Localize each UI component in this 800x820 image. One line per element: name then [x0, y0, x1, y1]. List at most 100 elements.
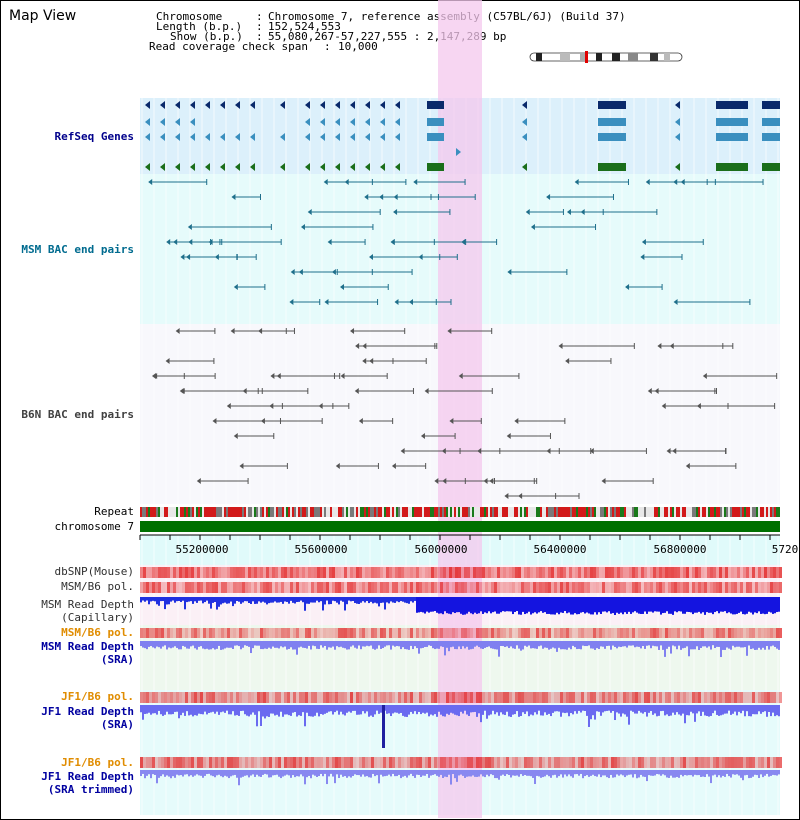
pol-heat-cell: [302, 757, 305, 768]
depth-bar: [770, 705, 772, 717]
pol-heat-cell: [518, 757, 521, 768]
track-label-jf1-depth-trimmed: JF1 Read Depth: [41, 770, 134, 783]
pol-heat-cell: [458, 692, 461, 703]
pol-heat-cell: [683, 628, 686, 638]
pol-heat-cell: [380, 567, 383, 578]
pol-heat-cell: [755, 628, 758, 638]
depth-bar: [466, 705, 468, 715]
pol-heat-cell: [311, 757, 314, 768]
repeat-mark: [616, 507, 618, 517]
depth-bar: [176, 597, 178, 602]
repeat-mark: [320, 507, 322, 517]
pol-heat-cell: [374, 628, 377, 638]
depth-bar: [654, 705, 656, 714]
pol-heat-cell: [509, 582, 512, 593]
pol-heat-cell: [668, 582, 671, 593]
pol-heat-cell: [413, 567, 416, 578]
depth-bar: [520, 641, 522, 651]
depth-bar: [776, 597, 778, 613]
axis-tick-label: 56400000: [533, 543, 587, 556]
pol-heat-cell: [521, 567, 524, 578]
depth-bar: [670, 705, 672, 716]
gene-arrow: [522, 118, 527, 126]
repeat-mark: [372, 507, 374, 517]
depth-bar: [310, 597, 312, 603]
pol-heat-cell: [215, 628, 218, 638]
pol-heat-cell: [650, 582, 653, 593]
bac-end-marker: [447, 328, 452, 334]
depth-bar: [744, 641, 746, 648]
repeat-mark: [570, 507, 572, 517]
pol-heat-cell: [356, 628, 359, 638]
depth-bar: [602, 770, 604, 776]
depth-bar: [564, 641, 566, 650]
pol-heat-cell: [194, 692, 197, 703]
depth-bar: [382, 597, 384, 603]
depth-bar: [538, 770, 540, 777]
pol-heat-cell: [209, 582, 212, 593]
pol-heat-cell: [695, 692, 698, 703]
pol-heat-cell: [578, 757, 581, 768]
repeat-mark: [356, 507, 358, 517]
gene-block: [762, 163, 780, 171]
repeat-mark: [516, 507, 518, 517]
depth-bar: [608, 705, 610, 711]
depth-bar: [686, 705, 688, 716]
bac-end-marker: [654, 388, 659, 394]
pol-heat-cell: [200, 628, 203, 638]
depth-bar: [462, 641, 464, 647]
depth-bar: [544, 641, 546, 648]
depth-bar: [530, 641, 532, 649]
pol-heat-cell: [254, 582, 257, 593]
depth-bar: [260, 770, 262, 777]
gene-arrow: [160, 163, 165, 171]
pol-heat-cell: [284, 582, 287, 593]
pol-heat-cell: [311, 692, 314, 703]
depth-bar: [610, 770, 612, 775]
repeat-mark: [164, 507, 166, 517]
depth-bar: [722, 641, 724, 650]
pol-heat-cell: [515, 692, 518, 703]
depth-bar: [768, 641, 770, 650]
pol-heat-cell: [239, 582, 242, 593]
depth-bar: [290, 597, 292, 601]
depth-bar: [160, 770, 162, 777]
repeat-mark: [708, 507, 710, 517]
pol-heat-cell: [182, 628, 185, 638]
depth-bar: [224, 641, 226, 649]
pol-heat-cell: [593, 692, 596, 703]
pol-heat-cell: [344, 567, 347, 578]
pol-heat-cell: [683, 582, 686, 593]
depth-bar: [534, 705, 536, 713]
pol-heat-cell: [449, 628, 452, 638]
gene-arrow: [380, 133, 385, 141]
repeat-mark: [778, 507, 780, 517]
pol-heat-cell: [314, 628, 317, 638]
gene-block: [716, 101, 748, 109]
depth-bar: [424, 770, 426, 776]
pol-heat-cell: [482, 628, 485, 638]
depth-bar: [400, 770, 402, 779]
gene-arrow: [365, 118, 370, 126]
depth-bar: [702, 770, 704, 777]
pol-heat-cell: [671, 628, 674, 638]
pol-heat-cell: [383, 567, 386, 578]
depth-bar: [680, 641, 682, 650]
pol-heat-cell: [308, 692, 311, 703]
pol-heat-cell: [779, 757, 782, 768]
depth-bar: [720, 705, 722, 716]
depth-bar: [590, 770, 592, 776]
depth-bar: [722, 597, 724, 612]
bac-end-marker: [645, 179, 650, 185]
gene-arrow: [305, 163, 310, 171]
depth-bar: [332, 770, 334, 777]
repeat-mark: [384, 507, 386, 517]
pol-heat-cell: [473, 628, 476, 638]
bac-end-marker: [601, 478, 606, 484]
depth-bar: [168, 705, 170, 715]
pol-heat-cell: [776, 757, 779, 768]
depth-bar: [460, 705, 462, 712]
depth-bar: [146, 770, 148, 776]
depth-bar: [416, 597, 418, 613]
